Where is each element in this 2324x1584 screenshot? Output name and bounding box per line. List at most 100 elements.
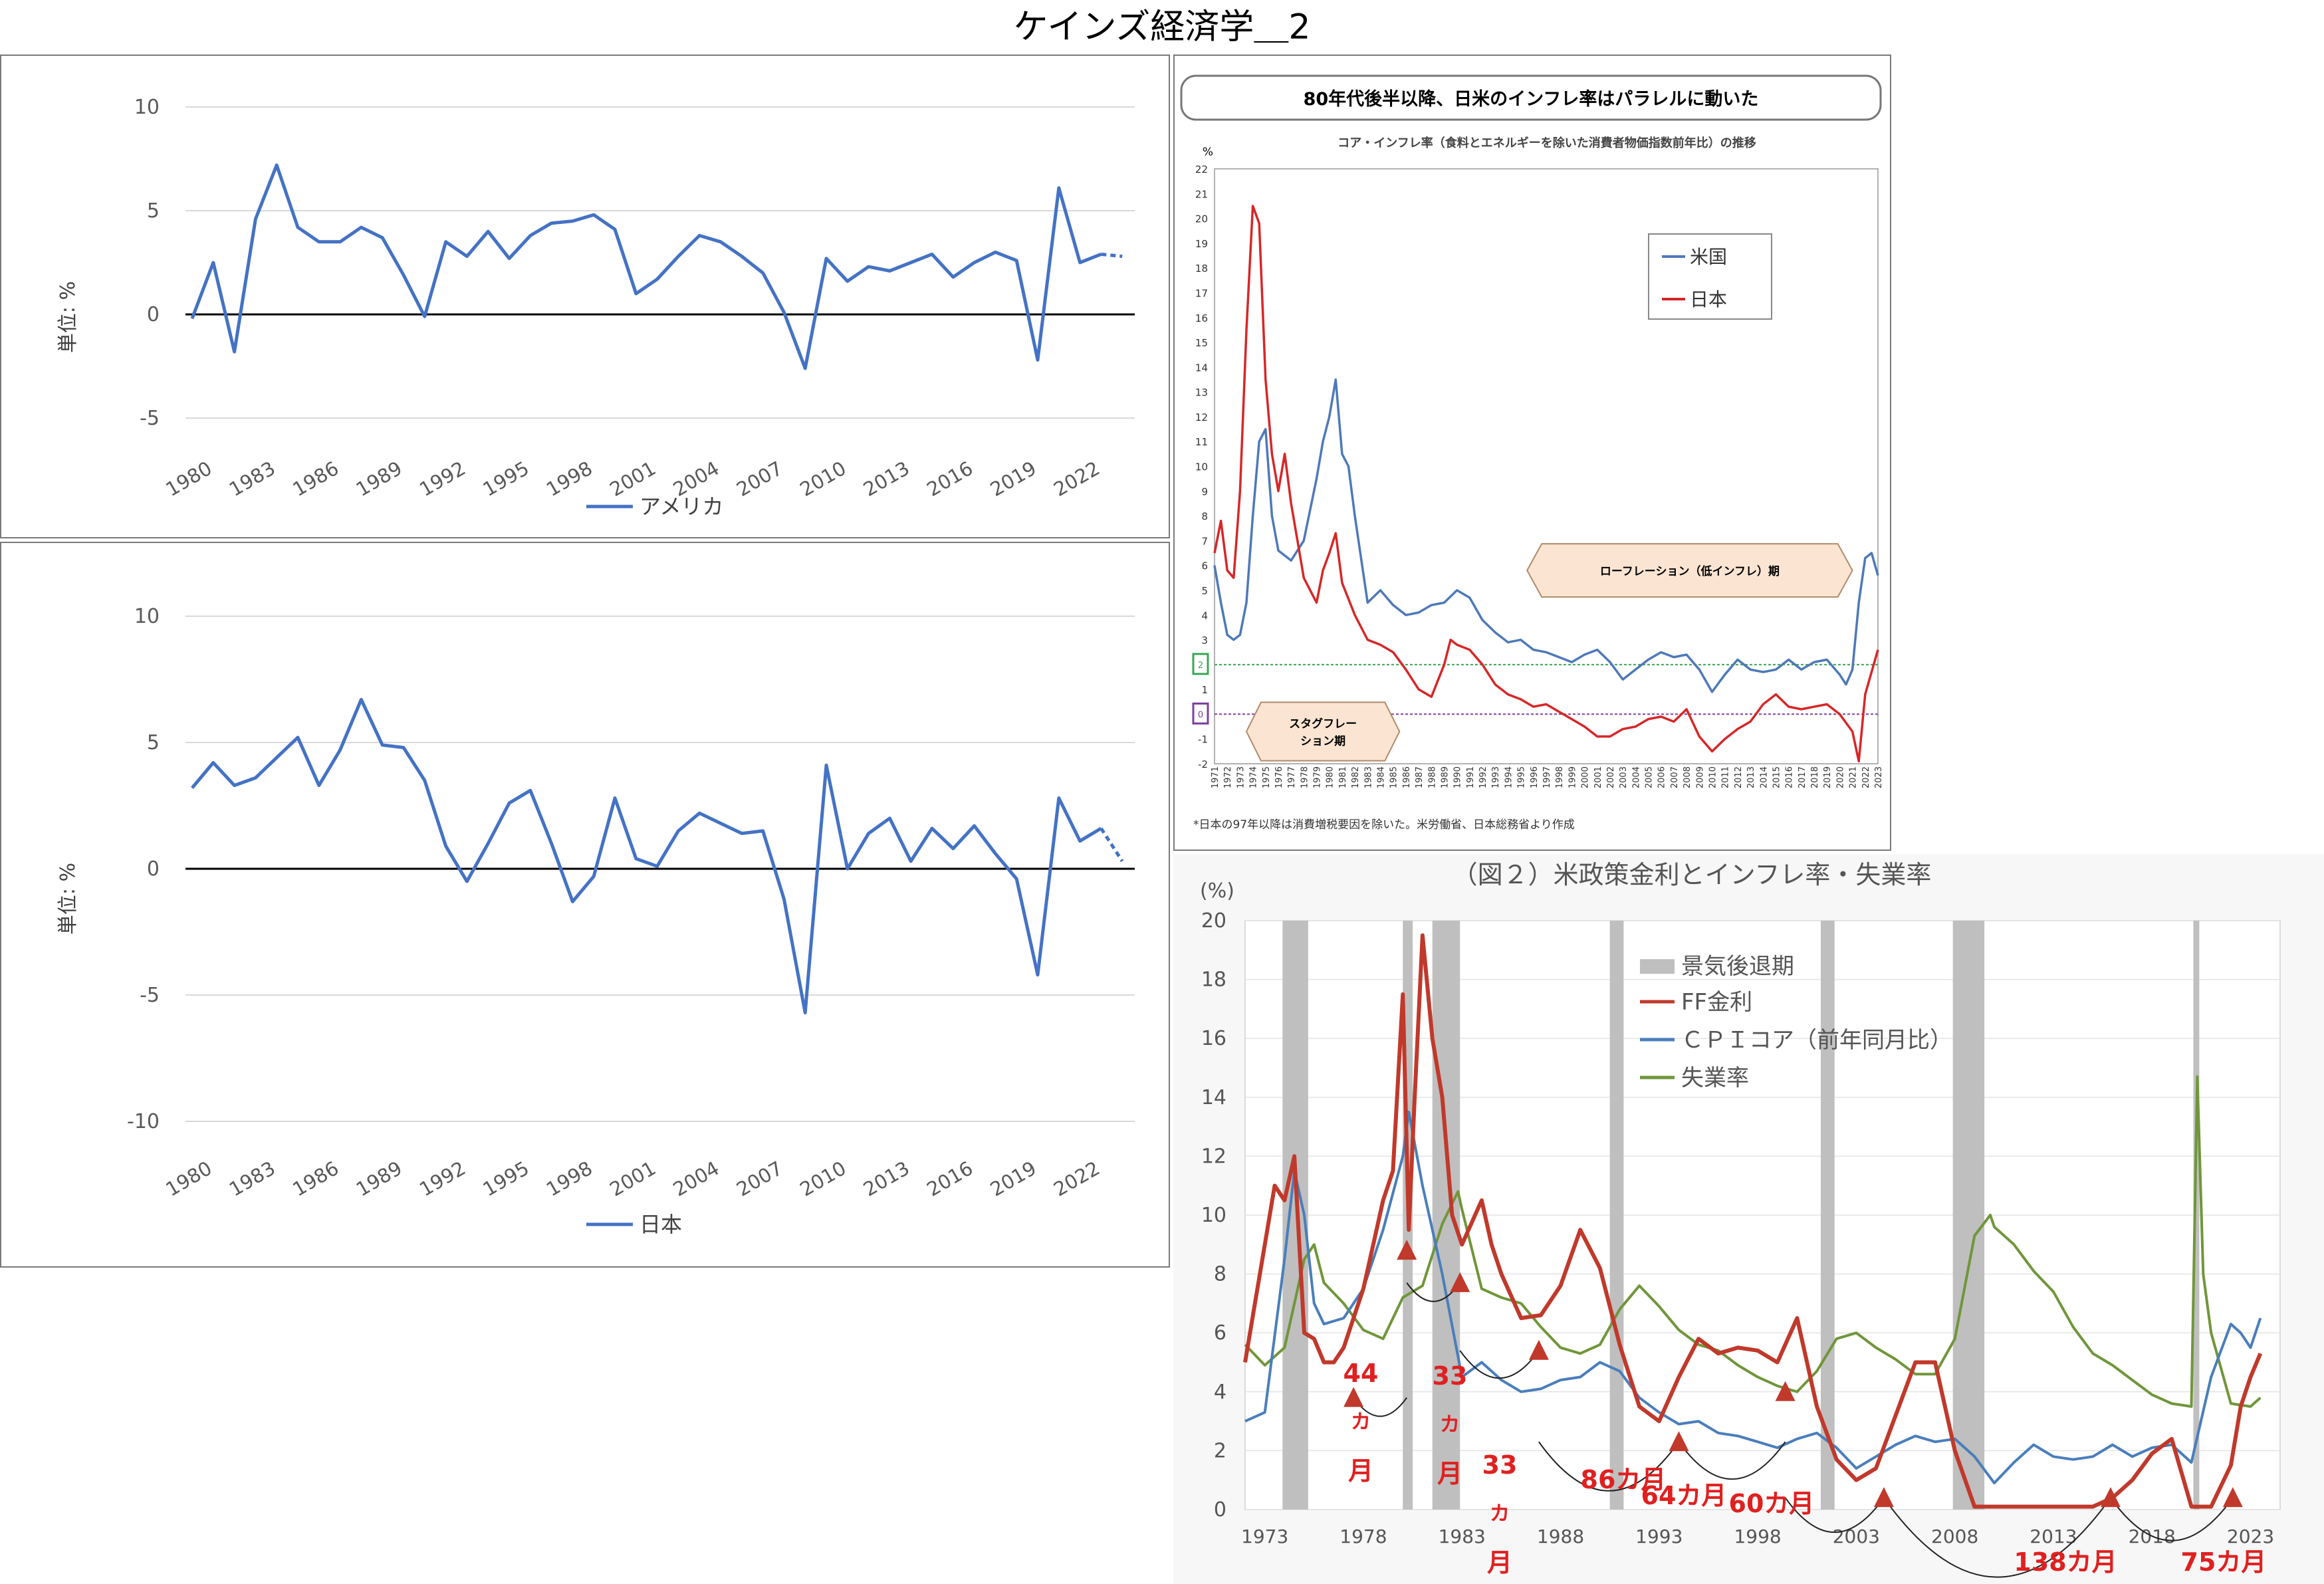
y-tick-label: 18 xyxy=(1195,263,1208,275)
title-box xyxy=(1180,74,1882,121)
x-tick-label: 2014 xyxy=(1759,766,1769,788)
interval-label-number: 33 xyxy=(1482,1450,1518,1480)
x-tick-label: 2004 xyxy=(1631,766,1641,788)
y-tick-label: 17 xyxy=(1195,287,1208,299)
x-tick-label: 1998 xyxy=(1734,1526,1781,1547)
x-tick-label: 2023 xyxy=(2227,1526,2274,1547)
x-tick-label: 1997 xyxy=(1542,766,1552,788)
x-tick-label: 1998 xyxy=(542,1157,596,1200)
y-tick-label: 1 xyxy=(1201,684,1208,696)
x-tick-label: 1973 xyxy=(1241,1526,1288,1547)
interval-label: 75カ月 xyxy=(2181,1547,2267,1577)
y-tick-label: 15 xyxy=(1195,337,1208,349)
period-label: ション期 xyxy=(1300,735,1345,748)
x-tick-label: 2000 xyxy=(1581,766,1591,788)
x-tick-label: 1994 xyxy=(1504,766,1514,788)
x-tick-label: 2001 xyxy=(606,1157,659,1200)
x-tick-label: 1993 xyxy=(1635,1526,1683,1547)
x-tick-label: 2003 xyxy=(1619,766,1629,788)
x-tick-label: 1996 xyxy=(1530,766,1540,788)
x-tick-label: 1973 xyxy=(1236,766,1246,788)
x-tick-label: 2007 xyxy=(733,1157,786,1200)
legend-label: 日本 xyxy=(1690,288,1727,310)
y-tick-label: 0 xyxy=(147,303,160,326)
x-tick-label: 1987 xyxy=(1415,766,1425,788)
policy-rate-chart: （図２）米政策金利とインフレ率・失業率(%)201816141210864201… xyxy=(1200,860,2281,1578)
chart-title: （図２）米政策金利とインフレ率・失業率 xyxy=(1452,860,1932,889)
interval-label-unit: カ xyxy=(1351,1411,1371,1434)
plot-area xyxy=(1214,168,1879,764)
series-line-日本 xyxy=(1213,205,1879,763)
y-unit-label: % xyxy=(1203,146,1213,159)
policy-rate-panel: （図２）米政策金利とインフレ率・失業率 (%) 20 18 16 14 12 10 8 6 4 2 0 1… xyxy=(1173,854,2324,1584)
x-tick-label: 2019 xyxy=(987,1157,1040,1200)
rate-cut-marker xyxy=(1450,1272,1470,1292)
y-tick-label: 12 xyxy=(1201,1145,1226,1168)
x-tick-label: 1982 xyxy=(1351,766,1361,788)
y-tick-label: 21 xyxy=(1195,188,1208,200)
chart-title: 80年代後半以降、日米のインフレ率はパラレルに動いた xyxy=(1304,88,1759,110)
interval-label-unit: カ xyxy=(1440,1413,1460,1436)
y-axis-label: 単位: % xyxy=(57,863,80,935)
recession-band xyxy=(2193,921,2200,1510)
x-tick-label: 2022 xyxy=(1861,766,1871,788)
x-tick-label: 1995 xyxy=(479,457,533,501)
rate-cut-marker xyxy=(1397,1240,1417,1260)
x-tick-label: 1981 xyxy=(1338,766,1348,788)
chart-subtitle: コア・インフレ率（食料とエネルギーを除いた消費者物価指数前年比）の推移 xyxy=(1337,136,1756,150)
reference-tag xyxy=(1192,653,1209,675)
interval-label-unit: 月 xyxy=(1487,1548,1512,1577)
rate-cut-marker xyxy=(1873,1487,1894,1508)
legend-label: ＣＰＩコア（前年同月比） xyxy=(1681,1027,1952,1054)
x-tick-label: 2016 xyxy=(923,457,977,501)
rate-cut-marker xyxy=(1343,1387,1364,1407)
x-tick-label: 1998 xyxy=(542,457,596,501)
y-tick-label: 19 xyxy=(1195,238,1208,250)
x-tick-label: 1989 xyxy=(352,457,406,501)
x-tick-label: 2019 xyxy=(987,457,1040,501)
y-tick-label: 10 xyxy=(1195,461,1208,473)
x-tick-label: 1995 xyxy=(1517,766,1527,788)
legend-swatch xyxy=(1640,959,1675,974)
x-tick-label: 2007 xyxy=(1670,766,1680,788)
x-tick-label: 1980 xyxy=(162,457,216,501)
interval-label: 60カ月 xyxy=(1729,1489,1815,1518)
y-tick-label: 12 xyxy=(1195,411,1208,423)
x-tick-label: 1980 xyxy=(1326,766,1336,788)
x-tick-label: 1989 xyxy=(352,1157,406,1200)
period-arrow xyxy=(1245,701,1401,762)
x-tick-label: 2016 xyxy=(923,1157,977,1200)
x-tick-label: 1993 xyxy=(1491,766,1501,788)
series-line-ＣＰＩコア（前年同月比） xyxy=(1244,1110,2262,1485)
x-tick-label: 1992 xyxy=(415,1157,469,1200)
x-tick-label: 2007 xyxy=(733,457,786,501)
y-tick-label: 9 xyxy=(1201,486,1208,498)
interval-label-number: 44 xyxy=(1343,1359,1379,1388)
core-inflation-panel: 80年代後半以降、日米のインフレ率はパラレルに動いたコア・インフレ率（食料とエネ… xyxy=(1173,55,1891,851)
interval-arc xyxy=(1784,1497,1885,1533)
x-tick-label: 2002 xyxy=(1606,766,1616,788)
page-title: ケインズ経済学＿2 xyxy=(1013,7,1311,47)
x-tick-label: 2019 xyxy=(1823,766,1833,788)
x-tick-label: 2012 xyxy=(1734,766,1744,788)
x-tick-label: 2022 xyxy=(1050,1157,1104,1200)
x-tick-label: 2020 xyxy=(1835,766,1845,788)
x-tick-label: 1983 xyxy=(225,457,279,501)
y-tick-label: 2 xyxy=(1214,1439,1226,1462)
x-tick-label: 2021 xyxy=(1849,766,1859,788)
interval-label-unit: 月 xyxy=(1437,1459,1462,1488)
interval-label: 138カ月 xyxy=(2014,1547,2117,1577)
x-tick-label: 1991 xyxy=(1466,766,1476,788)
y-tick-label: -10 xyxy=(127,1110,160,1133)
interval-label-unit: カ xyxy=(1490,1502,1510,1526)
series-line-失業率 xyxy=(1244,1075,2262,1408)
x-tick-label: 1986 xyxy=(289,457,342,501)
legend-label: 米国 xyxy=(1690,246,1727,268)
y-tick-label: 10 xyxy=(1201,1204,1226,1227)
x-tick-label: 2013 xyxy=(2030,1526,2077,1547)
y-tick-label: 0 xyxy=(147,857,160,881)
series-line-estimate xyxy=(1101,253,1123,259)
x-tick-label: 2023 xyxy=(1874,766,1884,788)
y-tick-label: 8 xyxy=(1201,510,1208,522)
interval-label: 86カ月 xyxy=(1581,1465,1667,1494)
